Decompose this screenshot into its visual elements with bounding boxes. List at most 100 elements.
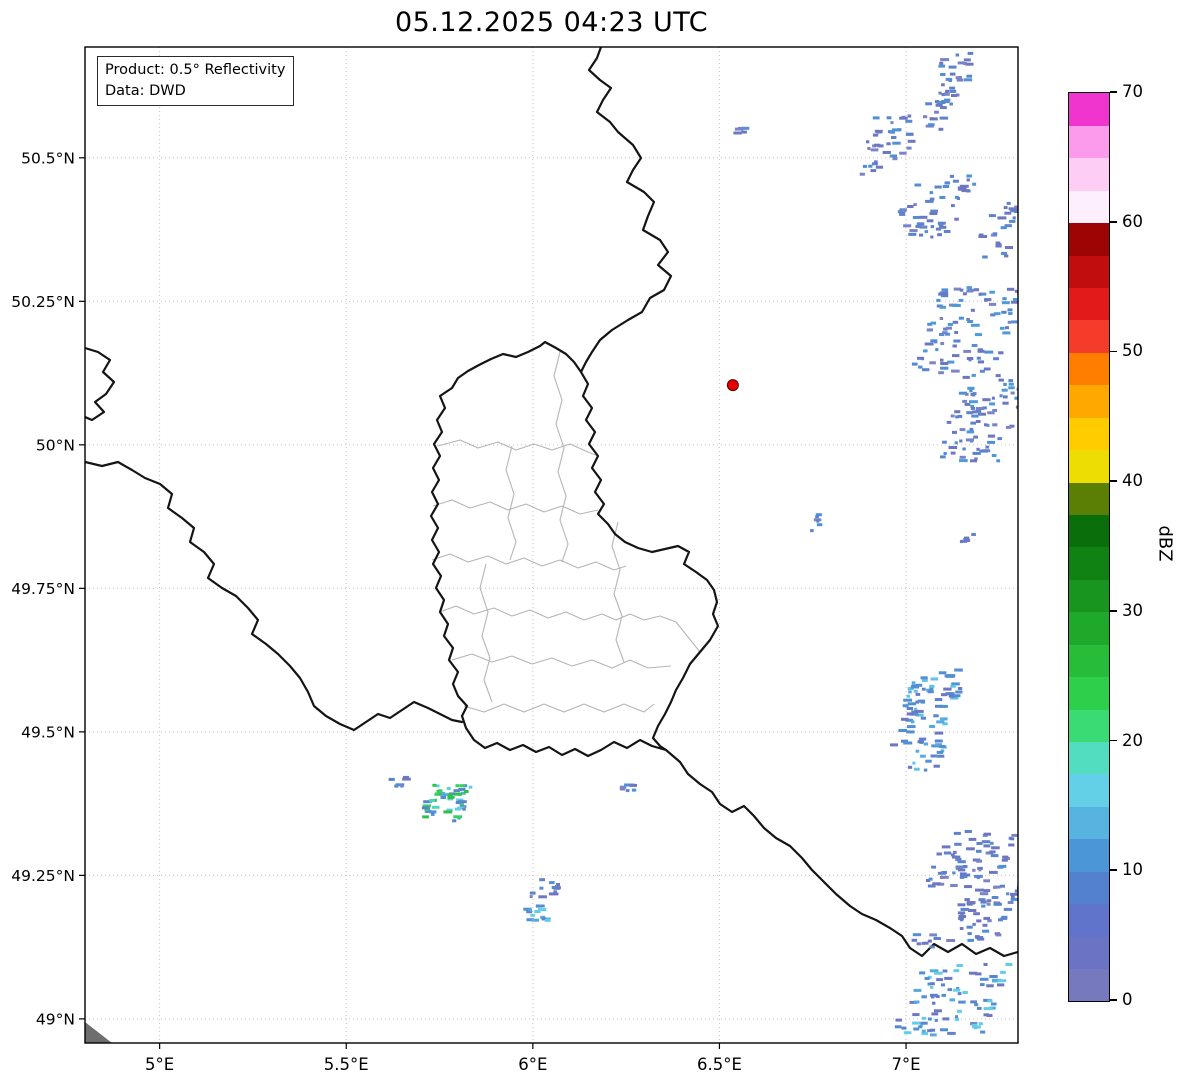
radar-echo	[966, 318, 970, 321]
radar-echo	[999, 394, 1003, 398]
colorbar-tick-label: 10	[1122, 860, 1143, 880]
radar-echo	[541, 917, 547, 921]
radar-echo	[528, 908, 532, 912]
radar-echo	[454, 807, 461, 811]
radar-echo	[429, 810, 437, 814]
radar-echo	[951, 682, 960, 686]
radar-echo	[1008, 379, 1014, 383]
radar-echo	[955, 1015, 958, 1019]
colorbar-tick-mark	[1110, 480, 1117, 482]
radar-echo	[1000, 226, 1007, 230]
radar-echo	[949, 86, 956, 90]
radar-echo	[455, 784, 460, 788]
radar-echo	[940, 294, 949, 298]
radar-echo	[940, 455, 946, 459]
radar-echo	[1010, 897, 1018, 901]
colorbar-segment	[1069, 93, 1109, 126]
radar-echo	[1008, 386, 1015, 390]
radar-echo	[629, 783, 637, 787]
radar-echo	[995, 933, 1002, 937]
radar-echo	[422, 804, 431, 808]
radar-echo	[862, 164, 867, 168]
radar-echo	[933, 937, 941, 940]
radar-echo	[945, 89, 950, 93]
radar-echo	[941, 331, 948, 335]
radar-echo	[956, 197, 960, 200]
radar-echo	[974, 288, 979, 292]
radar-echo	[978, 898, 986, 902]
radar-echo	[956, 964, 963, 967]
radar-echo	[957, 687, 963, 690]
radar-echo	[975, 420, 981, 423]
radar-echo	[1003, 395, 1008, 399]
radar-echo	[968, 837, 977, 841]
radar-echo	[1003, 907, 1013, 911]
radar-echo	[983, 1013, 989, 1017]
radar-echo	[535, 904, 545, 908]
radar-echo	[929, 725, 936, 728]
radar-echo	[905, 718, 913, 722]
radar-echo	[975, 972, 982, 976]
radar-echo	[942, 969, 948, 973]
radar-echo	[981, 904, 986, 908]
radar-echo	[388, 777, 395, 781]
radar-echo	[997, 979, 1007, 983]
radar-echo	[939, 305, 946, 309]
radar-echo	[998, 378, 1004, 382]
radar-echo	[976, 356, 981, 360]
radar-echo	[980, 1030, 986, 1034]
radar-echo	[1022, 287, 1028, 290]
radar-echo	[920, 716, 926, 720]
radar-echo	[898, 729, 908, 732]
radar-echo	[453, 815, 463, 819]
radar-echo	[930, 985, 934, 989]
radar-echo	[892, 141, 901, 145]
radar-echo	[447, 795, 455, 799]
radar-echo	[537, 908, 547, 912]
radar-echo	[989, 290, 995, 294]
radar-echo	[993, 357, 999, 361]
radar-echo	[910, 720, 915, 724]
radar-echo	[972, 410, 978, 414]
radar-echo	[929, 945, 935, 949]
radar-echo	[952, 304, 961, 307]
radar-echo	[1003, 382, 1007, 386]
radar-echo	[995, 244, 1002, 248]
colorbar-segment	[1069, 482, 1109, 516]
radar-echo	[970, 1022, 978, 1026]
radar-echo	[892, 128, 901, 132]
radar-echo	[943, 230, 951, 233]
radar-echo	[920, 1023, 924, 1027]
colorbar-segment	[1069, 157, 1109, 191]
radar-echo	[989, 870, 998, 874]
radar-echo	[910, 685, 920, 689]
radar-echo	[954, 331, 958, 334]
radar-echo	[1006, 892, 1010, 896]
radar-echo	[936, 298, 941, 302]
colorbar-segment	[1069, 449, 1109, 483]
admin-border	[479, 563, 493, 703]
radar-echo	[954, 217, 959, 221]
colorbar-segment	[1069, 417, 1109, 451]
radar-echo	[938, 91, 942, 95]
radar-echo	[966, 74, 973, 78]
radar-echo	[920, 676, 928, 680]
radar-echo	[983, 916, 990, 920]
radar-echo	[529, 895, 533, 899]
product-info-box: Product: 0.5° Reflectivity Data: DWD	[97, 56, 295, 107]
radar-echo	[1014, 289, 1018, 293]
radar-echo	[911, 362, 918, 366]
radar-echo	[971, 414, 979, 418]
radar-echo	[909, 1000, 918, 1004]
radar-echo	[892, 157, 898, 161]
radar-echo	[921, 1032, 928, 1036]
radar-echo	[950, 853, 955, 857]
radar-echo	[919, 971, 926, 975]
radar-echo	[953, 850, 957, 854]
radar-echo	[915, 709, 924, 713]
radar-echo	[431, 805, 440, 809]
radar-echo	[927, 939, 932, 943]
radar-echo	[945, 692, 952, 696]
radar-echo	[876, 130, 883, 134]
radar-echo	[920, 1021, 928, 1025]
